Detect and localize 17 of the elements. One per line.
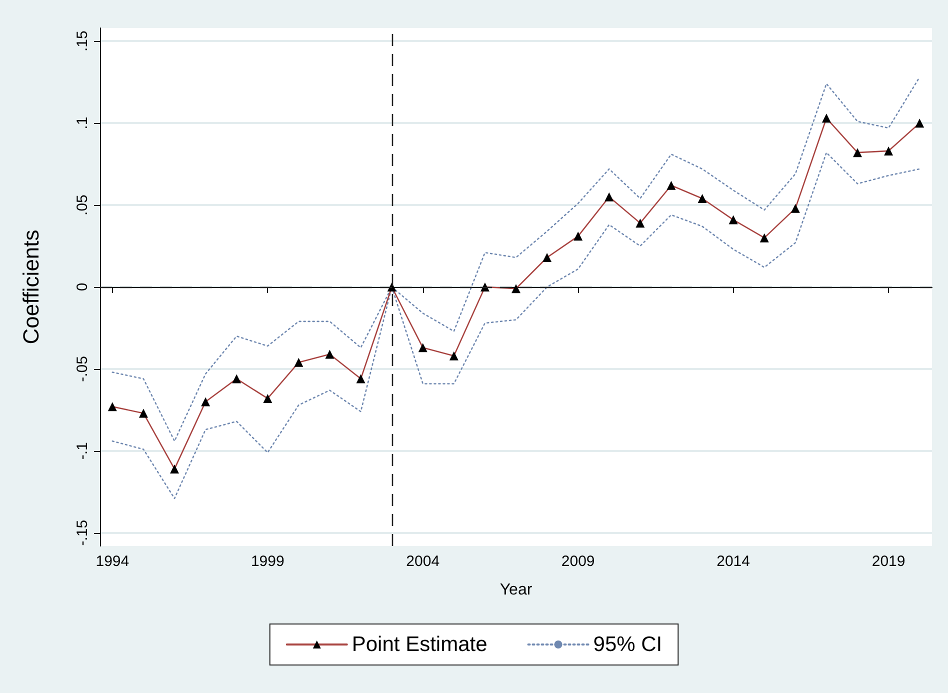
x-tick-label: 1994 bbox=[96, 553, 130, 570]
x-tick-label: 2014 bbox=[716, 553, 750, 570]
y-axis-title: Coefficients bbox=[18, 230, 44, 344]
x-axis-title: Year bbox=[500, 582, 533, 598]
x-tick-label: 2009 bbox=[561, 553, 595, 570]
legend-label: Point Estimate bbox=[352, 633, 488, 656]
x-tick-label: 1999 bbox=[250, 553, 284, 570]
y-tick-label: .1 bbox=[74, 116, 91, 130]
y-tick-label: .15 bbox=[74, 30, 91, 52]
x-tick-label: 2004 bbox=[406, 553, 440, 570]
y-tick-label: .05 bbox=[74, 194, 91, 216]
y-tick-label: 0 bbox=[74, 282, 91, 292]
y-tick-label: -.1 bbox=[74, 442, 91, 460]
x-tick-label: 2019 bbox=[872, 553, 906, 570]
legend-label: 95% CI bbox=[593, 633, 662, 656]
y-tick-label: -.15 bbox=[74, 520, 91, 546]
y-tick-label: -.05 bbox=[74, 356, 91, 382]
